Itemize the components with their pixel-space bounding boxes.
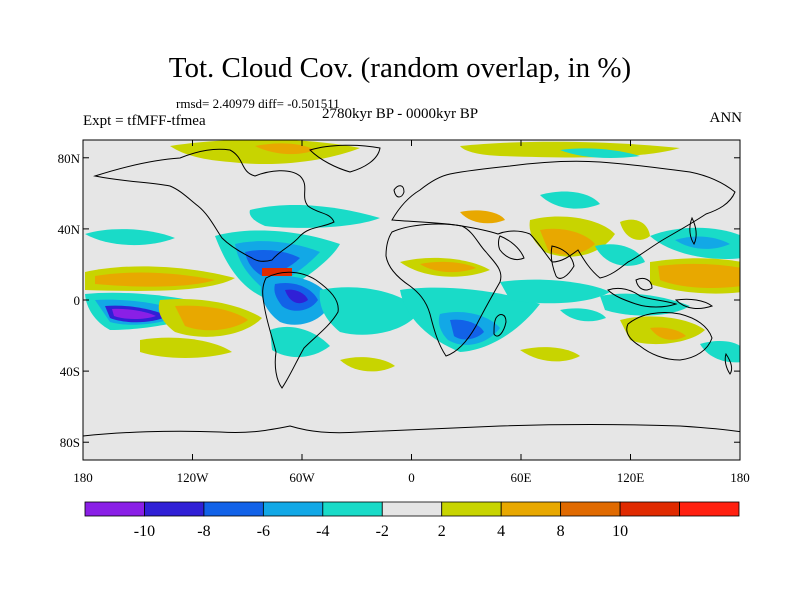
coast-borneo [635,277,653,291]
anomaly-satl-cyan [319,287,420,335]
coast-africa [385,223,502,357]
experiment-label: Expt = tfMFF-tfmea [83,113,206,129]
colorbar-label: -2 [376,523,389,540]
colorbar-box-2 [203,501,264,517]
longitude-axis: 180 120W 60W 0 60E 120E 180 [73,140,750,485]
anomaly-eurasia-cyan [540,191,600,209]
period-label: 2780kyr BP - 0000kyr BP [322,106,479,122]
coast-uk [393,185,405,198]
coast-indonesia [607,287,678,308]
colorbar-label: 4 [497,523,505,540]
anomaly-ind-south-cyan [560,308,606,322]
colorbar-label: 8 [557,523,565,540]
colorbar-label: 2 [438,523,446,540]
lon-tick-label: 120E [617,470,645,485]
anomaly-npac-cyan [85,229,175,246]
colorbar-box-4 [322,501,383,517]
anomaly-seasia-cyan [595,244,645,266]
anomaly-caribbean-blue [245,250,300,276]
lat-tick-label: 80N [58,151,81,166]
coast-antarctica [83,424,740,460]
anomaly-arctic-east-cyan [560,148,640,158]
anomaly-satl-yellow [340,357,395,372]
coast-newguinea [674,298,714,309]
lon-tick-label: 120W [177,470,210,485]
lat-tick-label: 40S [60,364,80,379]
lon-tick-label: 0 [408,470,415,485]
colorbar-label: -10 [134,523,155,540]
colorbar-label: 10 [612,523,628,540]
coastlines [83,144,740,460]
plot-title: Tot. Cloud Cov. (random overlap, in %) [168,52,632,84]
anomaly-arctic [170,140,360,165]
lon-tick-label: 60E [511,470,532,485]
colorbar-label: -4 [316,523,329,540]
anomaly-brazil-cyan [270,326,330,358]
anomaly-caribbean-red [262,268,292,276]
anomaly-safrica-blue [450,319,484,340]
lon-tick-label: 180 [73,470,93,485]
coast-south-america [262,271,339,389]
colorbar-box-0 [84,501,145,517]
lat-tick-label: 80S [60,435,80,450]
anomaly-field [85,140,740,372]
anomaly-so-cyan [700,341,740,363]
coast-arabia [498,235,525,261]
colorbar [84,501,740,517]
anomaly-io-cyan [500,279,610,304]
colorbar-box-9 [619,501,680,517]
anomaly-china-yellow [620,219,650,240]
anomaly-sahel-orange [420,261,476,273]
colorbar-labels: -10 -8 -6 -4 -2 2 4 8 10 [134,523,628,540]
lat-tick-label: 40N [58,222,81,237]
lat-tick-label: 0 [74,293,81,308]
anomaly-amazon-darkblue [285,289,308,304]
colorbar-box-7 [500,501,562,517]
anomaly-epac-orange-north [95,272,215,287]
anomaly-epac-purple [112,308,156,319]
colorbar-label: -6 [257,523,270,540]
coast-greenland [309,144,381,173]
colorbar-box-5 [381,501,443,517]
coast-japan [689,216,697,245]
anomaly-wpac-orange [658,263,740,288]
anomaly-safr-yellow [520,347,580,362]
anomaly-australia-orange [650,327,686,340]
anomaly-mtfuji-orange [460,210,505,224]
anomaly-india-orange [540,228,595,255]
coast-north-america [93,148,335,262]
colorbar-label: -8 [197,523,210,540]
colorbar-box-6 [441,501,502,517]
coast-india [550,245,575,279]
colorbar-box-8 [560,501,621,517]
colorbar-box-10 [679,501,740,517]
stats-line: rmsd= 2.40979 diff= -0.501511 [176,96,340,111]
latitude-axis: 80N 40N 0 40S 80S [58,151,740,450]
anomaly-spac-orange [175,305,248,331]
lon-tick-label: 180 [730,470,750,485]
season-label: ANN [709,110,743,126]
anomaly-natl-cyan [249,204,380,228]
colorbar-box-3 [262,501,324,517]
coast-newzealand [724,352,733,375]
coast-australia [626,311,713,361]
anomaly-arctic-orange [255,143,315,155]
colorbar-box-1 [144,501,205,517]
lon-tick-label: 60W [289,470,315,485]
anomaly-wpac-blue [675,236,730,249]
coast-madagascar [493,314,507,337]
coast-eurasia [391,160,736,279]
anomaly-spac-yellow-south [140,337,232,358]
